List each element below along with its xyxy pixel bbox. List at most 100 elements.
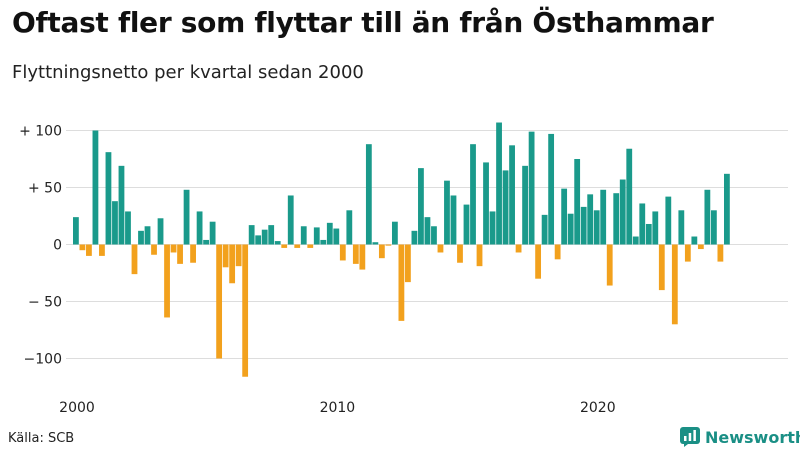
y-tick-label: 0	[53, 238, 62, 254]
y-tick-label: −100	[24, 352, 62, 368]
bar	[639, 203, 646, 245]
bar	[209, 221, 216, 245]
bar	[509, 145, 515, 245]
bar	[554, 244, 561, 260]
bars	[73, 122, 730, 377]
bar	[567, 213, 574, 245]
chart-subtitle: Flyttningsnetto per kvartal sedan 2000	[12, 62, 364, 83]
bar	[203, 239, 209, 245]
bar	[287, 195, 294, 245]
bar	[437, 244, 444, 253]
bar	[255, 235, 262, 245]
bar	[684, 244, 691, 262]
bar	[118, 165, 125, 245]
bar	[463, 204, 470, 245]
bar	[157, 218, 164, 245]
bar	[79, 244, 86, 251]
bar	[724, 173, 730, 245]
bar	[216, 244, 223, 359]
bar	[457, 244, 463, 263]
bar	[450, 195, 457, 245]
bar	[697, 244, 704, 250]
bar	[502, 170, 509, 245]
bar	[73, 217, 79, 245]
bar	[678, 210, 685, 245]
bar	[105, 152, 112, 245]
bar	[587, 194, 594, 245]
x-axis-ticks: 2000 2010 2020	[59, 400, 615, 416]
bar	[626, 148, 633, 245]
bar	[235, 244, 242, 267]
bar	[222, 244, 229, 268]
bar	[313, 227, 320, 245]
bar	[489, 211, 496, 245]
source-note: Källa: SCB	[8, 431, 75, 446]
bar	[418, 168, 424, 245]
bar	[665, 196, 672, 245]
bar	[86, 244, 92, 256]
bar	[112, 201, 118, 245]
bar	[645, 223, 652, 245]
bar	[619, 179, 626, 245]
bar	[229, 244, 236, 284]
bar	[574, 159, 581, 245]
bar	[496, 122, 502, 245]
gridlines	[66, 130, 788, 359]
bar	[652, 211, 659, 245]
bar	[261, 229, 268, 245]
bar	[515, 244, 522, 253]
bar	[352, 244, 359, 264]
bar	[131, 244, 138, 275]
newsworthy-icon	[680, 427, 700, 447]
bar	[704, 189, 711, 245]
bar	[333, 228, 340, 245]
bar	[691, 236, 698, 245]
bar	[359, 244, 366, 270]
bar	[593, 210, 600, 245]
bar	[606, 244, 613, 286]
bar	[300, 226, 307, 245]
bar	[326, 222, 333, 245]
bar	[268, 225, 275, 245]
bar	[548, 133, 555, 245]
bar	[294, 244, 301, 248]
bar	[398, 244, 405, 321]
bar	[164, 244, 170, 318]
bar	[99, 244, 105, 256]
bar	[600, 189, 607, 245]
x-tick-label: 2020	[580, 400, 616, 416]
y-tick-label: + 100	[19, 124, 62, 140]
bar	[561, 188, 568, 245]
x-tick-label: 2010	[320, 400, 356, 416]
bar	[528, 131, 535, 245]
bar	[378, 244, 385, 259]
bar	[444, 180, 450, 245]
bar	[671, 244, 678, 325]
y-axis-ticks: + 100 + 50 0 − 50 −100	[19, 124, 62, 368]
y-tick-label: + 50	[28, 181, 62, 197]
y-tick-label: − 50	[28, 295, 62, 311]
bar	[431, 226, 437, 245]
bar	[196, 211, 203, 245]
bar	[125, 211, 131, 245]
bar	[470, 144, 476, 245]
x-tick-label: 2000	[59, 400, 95, 416]
bar	[320, 239, 327, 245]
bar	[424, 217, 431, 245]
bar	[339, 244, 346, 261]
bar	[411, 230, 418, 245]
bar	[177, 244, 183, 264]
bar	[476, 244, 483, 267]
bar	[710, 210, 717, 245]
bar	[144, 226, 151, 245]
bar	[632, 236, 639, 245]
bar	[613, 193, 620, 245]
bar	[190, 244, 196, 263]
brand-name: Newsworthy	[705, 427, 800, 447]
brand-logo: Newsworthy	[680, 426, 800, 448]
bar	[535, 244, 542, 279]
bar	[242, 244, 249, 377]
bar	[391, 221, 398, 245]
bar	[138, 230, 144, 245]
